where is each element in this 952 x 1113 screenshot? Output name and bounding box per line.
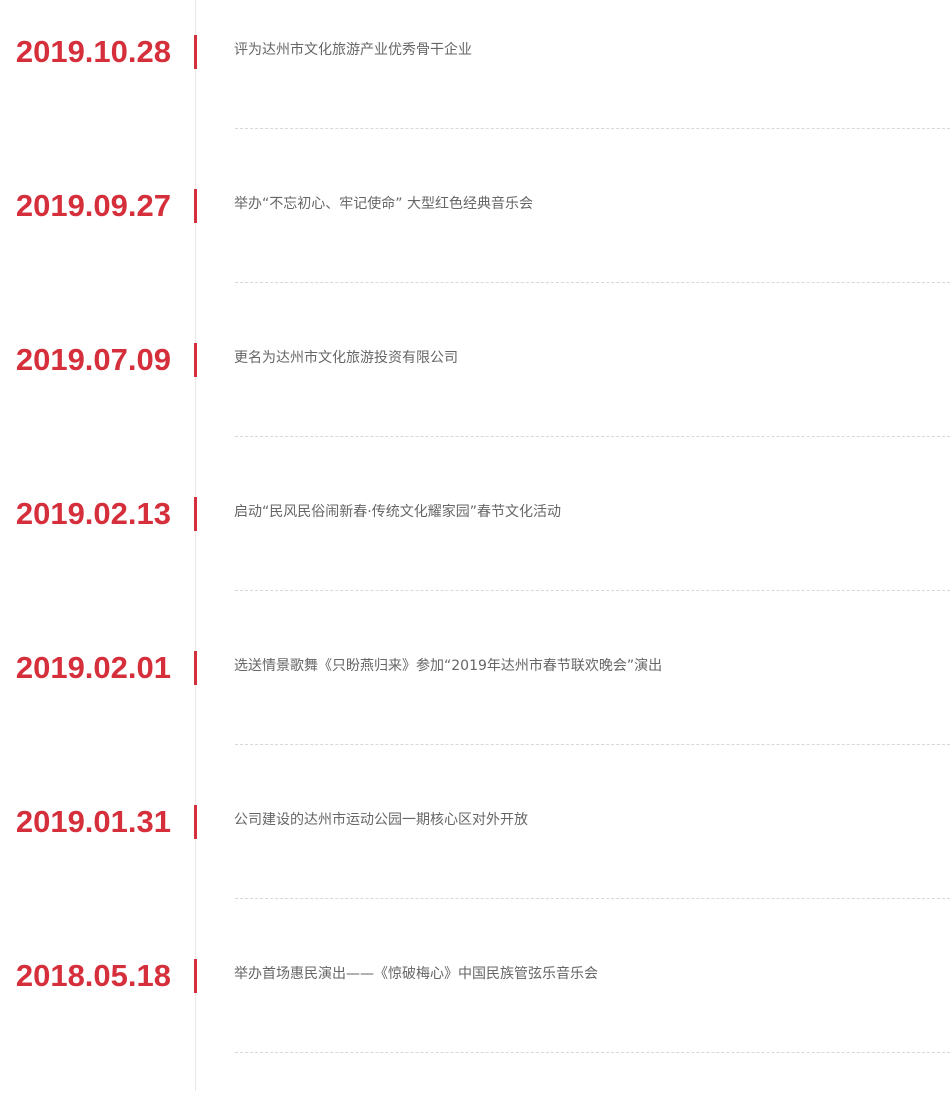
timeline-date: 2019.07.09 (15, 342, 171, 377)
timeline-date: 2019.02.13 (15, 496, 171, 531)
timeline-marker (194, 651, 197, 685)
divider (235, 898, 950, 899)
timeline-item: 2019.10.28 评为达州市文化旅游产业优秀骨干企业 (0, 35, 952, 189)
timeline-date: 2019.02.01 (15, 650, 171, 685)
timeline-marker (194, 497, 197, 531)
divider (235, 590, 950, 591)
timeline-item: 2019.09.27 举办“不忘初心、牢记使命” 大型红色经典音乐会 (0, 189, 952, 343)
divider (235, 436, 950, 437)
timeline-date: 2019.10.28 (15, 34, 171, 69)
timeline-event: 评为达州市文化旅游产业优秀骨干企业 (234, 42, 472, 58)
timeline-event: 更名为达州市文化旅游投资有限公司 (234, 350, 458, 366)
timeline-event: 启动“民风民俗闹新春·传统文化耀家园”春节文化活动 (234, 504, 561, 520)
timeline-item: 2018.05.18 举办首场惠民演出——《惊破梅心》中国民族管弦乐音乐会 (0, 959, 952, 1113)
timeline-marker (194, 805, 197, 839)
divider (235, 744, 950, 745)
timeline-axis (195, 0, 196, 1091)
timeline-event: 公司建设的达州市运动公园一期核心区对外开放 (234, 812, 528, 828)
timeline-marker (194, 189, 197, 223)
timeline-marker (194, 35, 197, 69)
timeline-date: 2019.01.31 (15, 804, 171, 839)
timeline-item: 2019.02.01 选送情景歌舞《只盼燕归来》参加“2019年达州市春节联欢晚会… (0, 651, 952, 805)
timeline-date: 2019.09.27 (15, 188, 171, 223)
timeline-marker (194, 343, 197, 377)
timeline-date: 2018.05.18 (15, 958, 171, 993)
timeline-event: 举办首场惠民演出——《惊破梅心》中国民族管弦乐音乐会 (234, 966, 598, 982)
timeline-event: 选送情景歌舞《只盼燕归来》参加“2019年达州市春节联欢晚会”演出 (234, 658, 663, 674)
divider (235, 128, 950, 129)
timeline-item: 2019.01.31 公司建设的达州市运动公园一期核心区对外开放 (0, 805, 952, 959)
timeline-event: 举办“不忘初心、牢记使命” 大型红色经典音乐会 (234, 196, 533, 212)
timeline-item: 2019.07.09 更名为达州市文化旅游投资有限公司 (0, 343, 952, 497)
divider (235, 282, 950, 283)
timeline-marker (194, 959, 197, 993)
divider (235, 1052, 950, 1053)
timeline-item: 2019.02.13 启动“民风民俗闹新春·传统文化耀家园”春节文化活动 (0, 497, 952, 651)
